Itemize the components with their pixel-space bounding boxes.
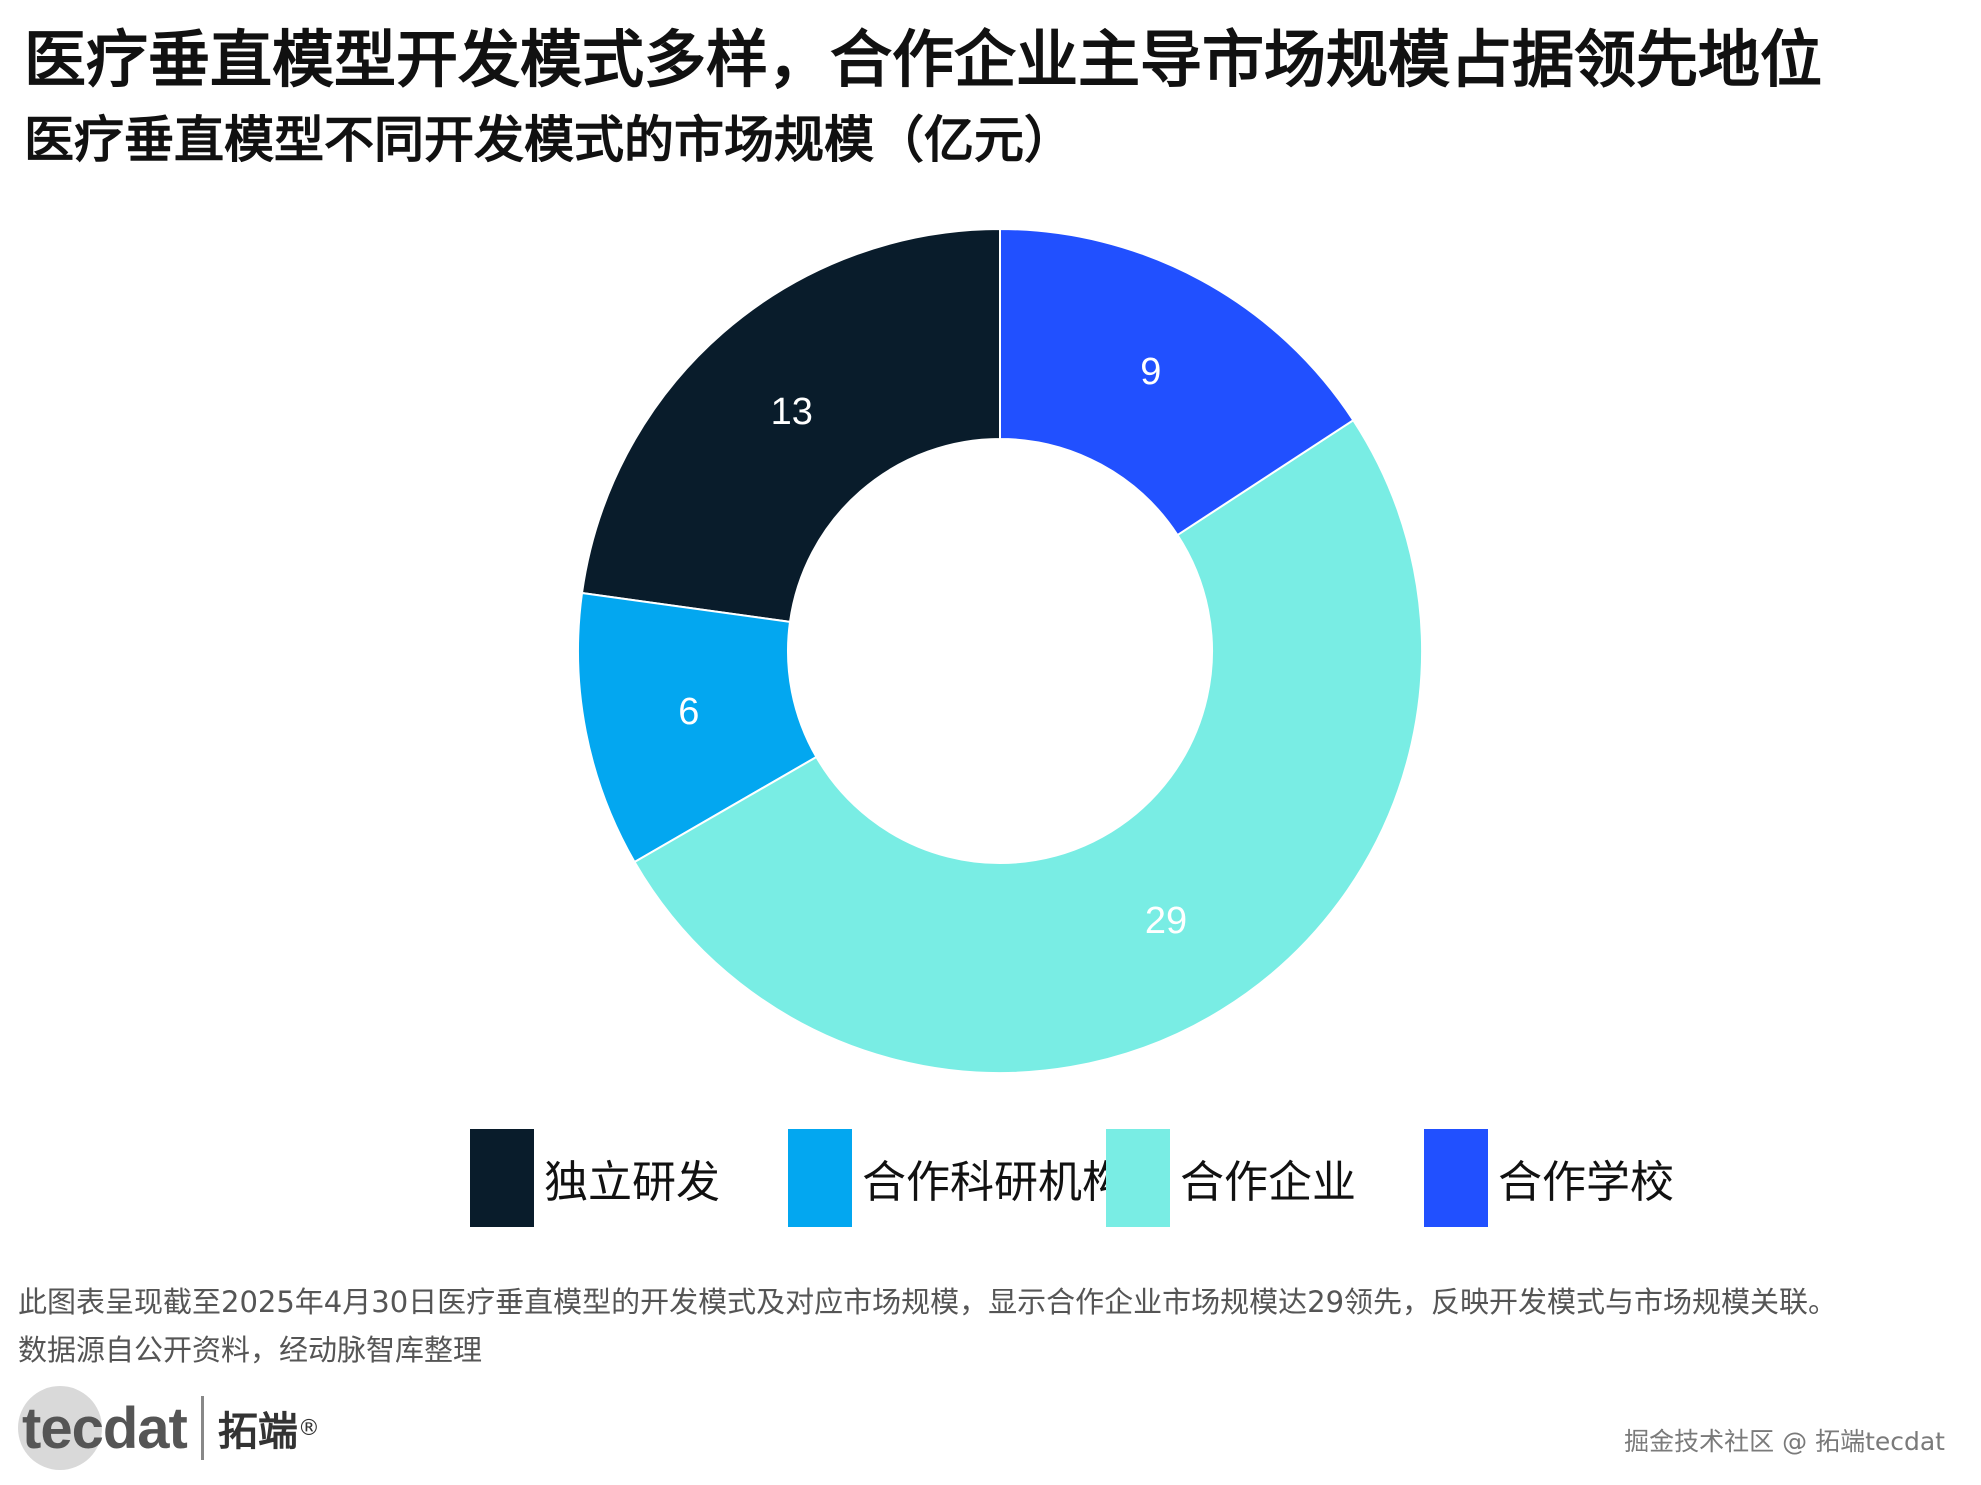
chart-subtitle: 医疗垂直模型不同开发模式的市场规模（亿元） xyxy=(24,111,1074,169)
data-label-0: 13 xyxy=(771,391,813,433)
logo-wordmark: tecdat xyxy=(22,1395,188,1461)
brand-logo: tecdat 拓端 ® xyxy=(18,1378,320,1478)
donut-slice-2 xyxy=(633,418,1423,1075)
legend-label: 合作科研机构 xyxy=(862,1157,1126,1208)
logo-divider xyxy=(200,1396,204,1460)
legend-label: 合作企业 xyxy=(1180,1157,1356,1208)
logo-circle-mark xyxy=(18,1386,102,1470)
donut-chart: 13 6 29 9 xyxy=(577,227,1423,1075)
data-labels: 13 6 29 9 xyxy=(678,351,1187,942)
data-source: 数据源自公开资料，经动脉智库整理 xyxy=(18,1333,483,1367)
legend-swatch xyxy=(1106,1129,1170,1227)
legend-swatch xyxy=(788,1129,852,1227)
legend-item-school: 合作学校 xyxy=(1424,1129,1674,1227)
donut-slice-3 xyxy=(999,227,1355,537)
donut-slices xyxy=(577,227,1423,1075)
data-label-2: 29 xyxy=(1145,900,1187,942)
data-label-3: 9 xyxy=(1140,351,1161,393)
registered-mark: ® xyxy=(297,1415,320,1441)
legend-label: 独立研发 xyxy=(544,1157,720,1208)
chart-description: 此图表呈现截至2025年4月30日医疗垂直模型的开发模式及对应市场规模，显示合作… xyxy=(18,1285,1838,1319)
legend-item-independent: 独立研发 xyxy=(470,1129,784,1227)
legend-swatch xyxy=(470,1129,534,1227)
legend-item-enterprise: 合作企业 xyxy=(1106,1129,1420,1227)
data-label-1: 6 xyxy=(678,691,699,733)
page-title: 医疗垂直模型开发模式多样，合作企业主导市场规模占据领先地位 xyxy=(24,23,1823,96)
watermark: 掘金技术社区 @ 拓端tecdat xyxy=(1624,1427,1945,1456)
donut-slice-1 xyxy=(577,591,818,864)
legend: 独立研发 合作科研机构 合作企业 合作学校 xyxy=(470,1128,1678,1228)
logo-chinese-name: 拓端 xyxy=(217,1409,298,1455)
legend-label: 合作学校 xyxy=(1498,1157,1674,1208)
legend-item-research-institute: 合作科研机构 xyxy=(788,1129,1126,1227)
donut-slice-0 xyxy=(580,227,1001,624)
legend-swatch xyxy=(1424,1129,1488,1227)
